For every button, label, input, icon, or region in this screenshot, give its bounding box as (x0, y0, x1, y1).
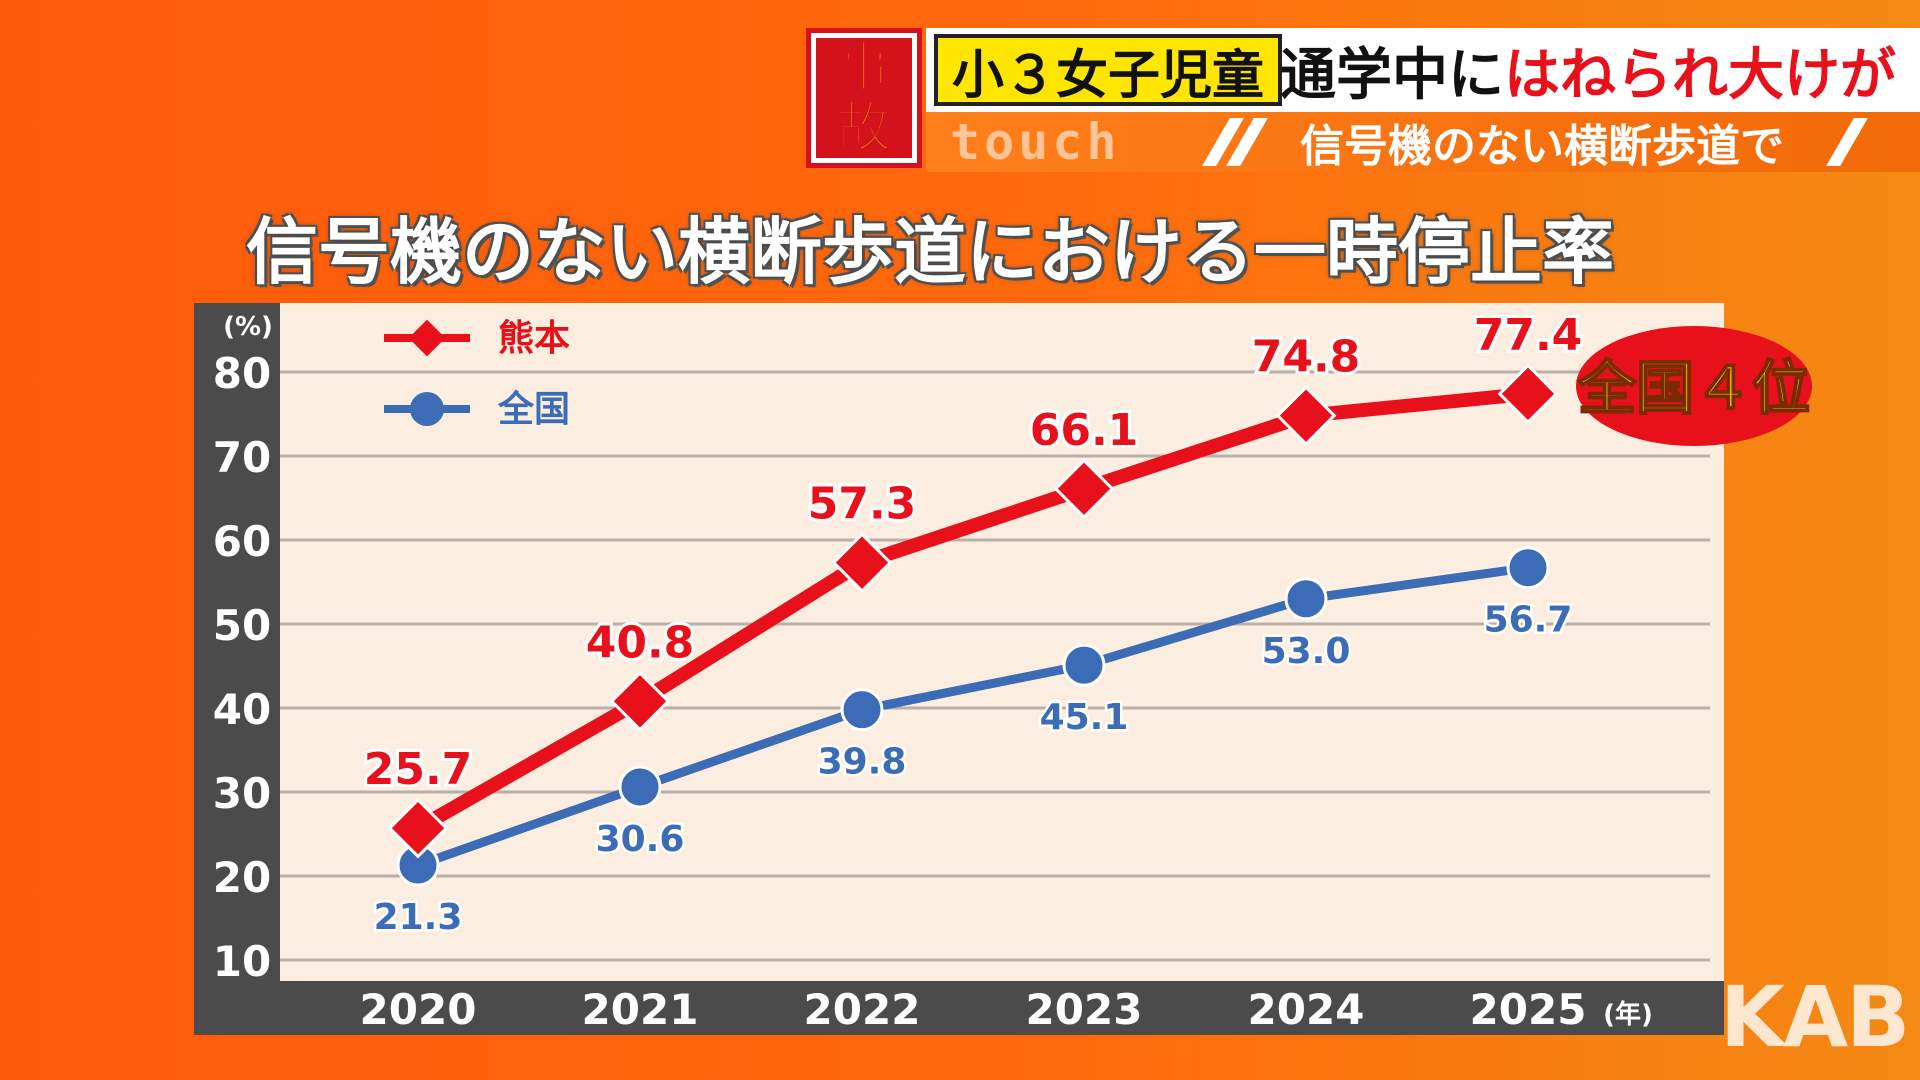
data-point-national (1284, 577, 1328, 621)
headline-part-2: はねられ大けが (1504, 42, 1896, 108)
data-label-kumamoto: 74.8 (1252, 332, 1361, 383)
data-label-kumamoto: 57.3 (808, 479, 917, 530)
data-point-kumamoto (831, 532, 893, 594)
rank-badge-text: 全国４位 (1577, 354, 1810, 422)
y-axis-unit: (%) (223, 312, 273, 342)
diamond-icon (408, 319, 446, 357)
x-tick-label: 2022 (804, 985, 921, 1034)
data-point-national (618, 765, 662, 809)
headline-part-1: 通学中に (1280, 42, 1504, 108)
data-label-kumamoto: 66.1 (1030, 405, 1139, 456)
y-tick-label: 40 (213, 685, 271, 734)
data-label-national: 21.3 (374, 897, 463, 938)
y-tick-label: 10 (213, 937, 271, 986)
legend-label-national: 全国 (497, 388, 570, 430)
legend-label-kumamoto: 熊本 (498, 318, 570, 359)
y-tick-label: 20 (213, 853, 271, 902)
headline: 通学中に はねられ大けが (1280, 30, 1896, 110)
series-line-kumamoto (414, 386, 1529, 835)
series-line-national (416, 563, 1529, 870)
subheadline: 信号機のない横断歩道で (1300, 121, 1784, 172)
plot-area (280, 303, 1724, 981)
data-point-national (1506, 546, 1550, 590)
chart-title: 信号機のない横断歩道における一時停止率 (246, 209, 1615, 294)
data-label-national: 39.8 (818, 742, 907, 783)
data-label-national: 53.0 (1262, 631, 1351, 672)
category-char-1: 事 (816, 37, 912, 99)
data-point-kumamoto (387, 797, 449, 859)
program-brand: touch (950, 113, 1121, 171)
y-tick-label: 30 (213, 769, 271, 818)
legend: 熊本 全国 (384, 318, 570, 430)
data-label-national: 45.1 (1040, 697, 1129, 738)
data-label-national: 30.6 (596, 819, 685, 860)
x-tick-label: 2024 (1248, 985, 1365, 1034)
x-tick-label: 2025 (1470, 985, 1587, 1034)
data-point-kumamoto (1497, 363, 1559, 425)
y-tick-label: 50 (213, 601, 271, 650)
subhead-strip (926, 112, 1920, 172)
rank-badge: 全国４位 (1576, 326, 1812, 446)
x-tick-label: 2023 (1026, 985, 1143, 1034)
data-label-national: 56.7 (1484, 600, 1573, 641)
data-point-kumamoto (609, 670, 671, 732)
data-label-kumamoto: 25.7 (364, 744, 473, 795)
data-label-kumamoto: 40.8 (586, 617, 695, 668)
data-point-national (1062, 643, 1106, 687)
category-char-2: 故 (816, 97, 912, 159)
badge-background (1576, 326, 1812, 446)
x-tick-label: 2021 (582, 985, 699, 1034)
x-axis-unit: (年) (1603, 999, 1653, 1030)
x-tick-label: 2020 (360, 985, 477, 1034)
category-badge: 事 故 (806, 28, 922, 168)
y-tick-label: 60 (213, 517, 271, 566)
data-point-national (840, 688, 884, 732)
y-tick-label: 70 (213, 433, 271, 482)
data-point-kumamoto (1275, 385, 1337, 447)
subject-tag: 小３女子児童 (934, 34, 1283, 106)
circle-icon (410, 392, 444, 426)
data-label-kumamoto: 77.4 (1474, 310, 1583, 361)
y-tick-label: 80 (213, 349, 271, 398)
data-point-kumamoto (1053, 458, 1115, 520)
station-logo: KAB (1720, 968, 1910, 1066)
